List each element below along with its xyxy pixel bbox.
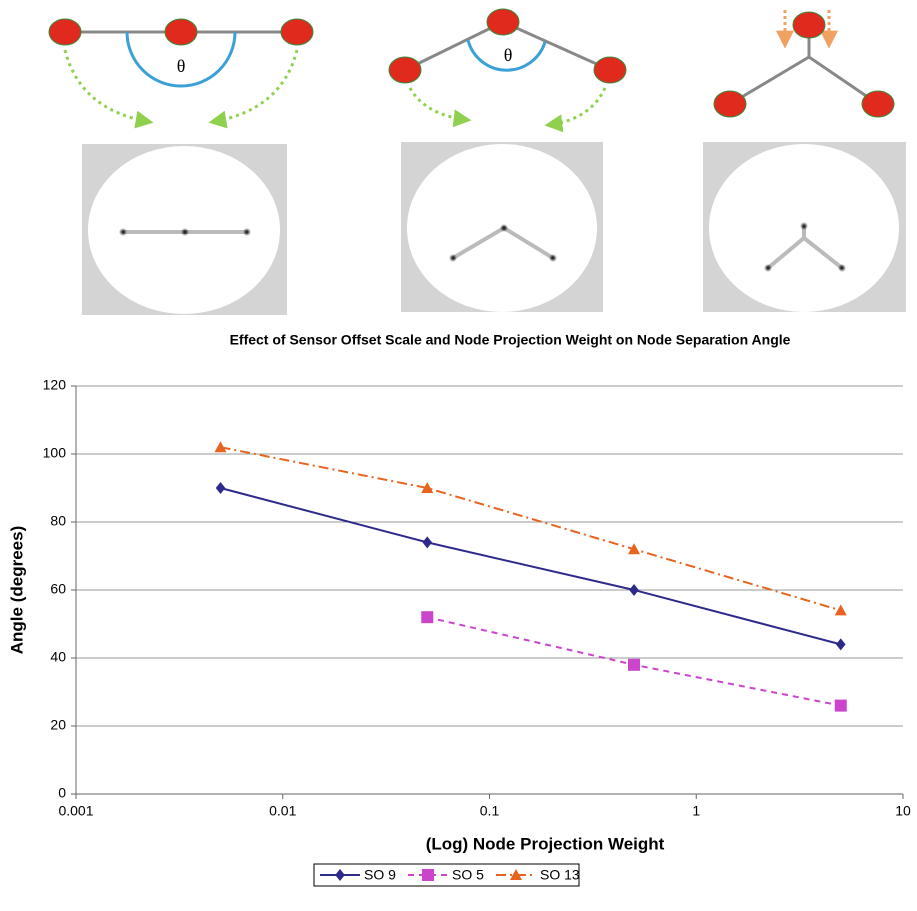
marker	[215, 482, 226, 494]
legend-marker	[335, 869, 345, 881]
marker	[421, 611, 434, 624]
marker	[628, 543, 641, 555]
chart-title: Effect of Sensor Offset Scale and Node P…	[230, 332, 791, 348]
y-axis-label: Angle (degrees)	[7, 526, 26, 654]
x-axis-label: (Log) Node Projection Weight	[426, 834, 665, 853]
marker	[422, 536, 433, 549]
marker	[628, 658, 641, 671]
y-tick-label: 120	[43, 377, 67, 393]
marker	[835, 638, 846, 651]
marker	[629, 584, 639, 596]
diagram-straight: θ	[48, 18, 314, 315]
x-tick-label: 1	[692, 803, 700, 819]
legend-label: SO 9	[364, 867, 396, 883]
marker	[834, 699, 847, 712]
x-tick-label: 0.01	[269, 803, 296, 819]
series-line	[220, 446, 842, 612]
marker	[834, 604, 847, 616]
diagram-y	[703, 10, 906, 312]
angle-label: θ	[504, 45, 513, 65]
x-tick-label: 0.1	[480, 803, 500, 819]
angle-label: θ	[177, 56, 186, 76]
y-tick-label: 60	[50, 581, 66, 597]
y-tick-label: 0	[58, 785, 66, 801]
legend-label: SO 5	[452, 867, 484, 883]
marker	[214, 441, 227, 453]
y-tick-label: 20	[50, 717, 66, 733]
diagram-bent: θ	[388, 8, 627, 312]
y-tick-label: 100	[43, 445, 67, 461]
legend-label: SO 13	[540, 867, 580, 883]
legend-marker	[510, 869, 522, 880]
x-tick-label: 10	[895, 803, 911, 819]
y-tick-label: 80	[50, 513, 66, 529]
series-line	[220, 487, 842, 646]
marker	[421, 482, 434, 493]
y-tick-label: 40	[50, 649, 66, 665]
x-tick-label: 0.001	[58, 803, 93, 819]
legend-marker	[422, 869, 434, 881]
